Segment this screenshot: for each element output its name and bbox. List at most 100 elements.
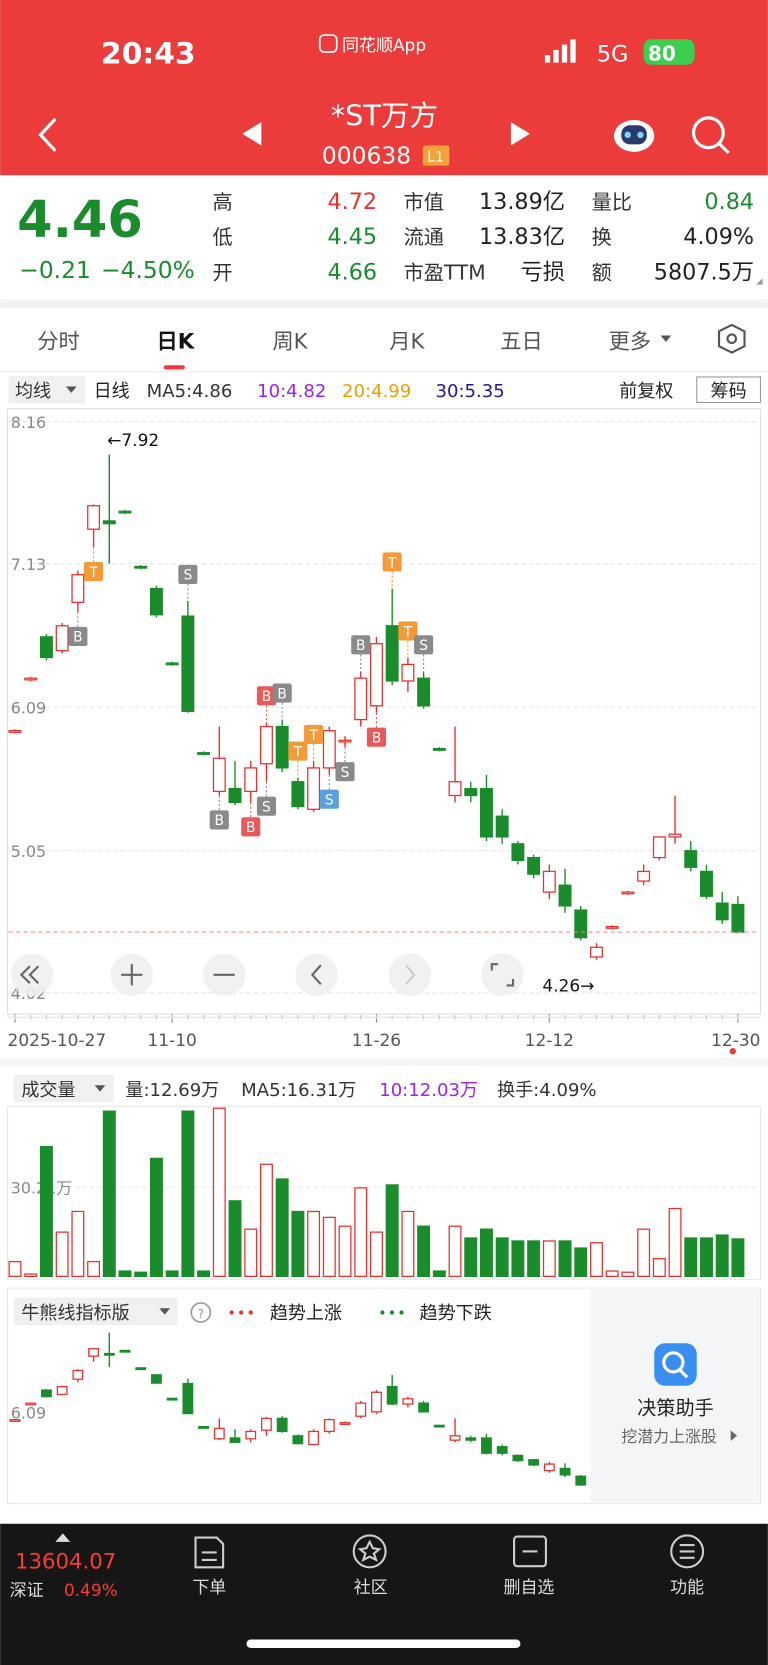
signal-label: S	[341, 765, 350, 781]
level-badge	[422, 145, 450, 166]
tool-right[interactable]	[388, 953, 432, 997]
y-tick-label: 7.13	[11, 555, 46, 574]
chips-button[interactable]	[696, 376, 761, 403]
signal-badge	[366, 727, 387, 747]
prev-stock[interactable]	[242, 122, 262, 146]
search-icon[interactable]	[691, 116, 730, 155]
tool-back-icon	[19, 965, 40, 985]
index-value[interactable]: 13604.07	[15, 1549, 116, 1574]
index-arrow	[55, 1533, 71, 1542]
signal-label: B	[246, 820, 255, 836]
candle-body	[495, 815, 509, 838]
volume-bar	[542, 1240, 556, 1277]
signal-label: B	[356, 638, 365, 654]
assistant-card[interactable]	[590, 1289, 760, 1503]
robot-icon[interactable]	[613, 119, 655, 152]
candle-body	[275, 725, 289, 769]
tab[interactable]: 更多	[609, 329, 651, 354]
signal-label: S	[325, 793, 334, 809]
mini-candle-body	[245, 1430, 257, 1440]
volume-bar	[605, 1270, 619, 1277]
signal-badge	[319, 789, 339, 809]
tool-left[interactable]	[295, 953, 338, 997]
mini-candle-body	[88, 1348, 99, 1357]
mini-candle-body	[261, 1417, 272, 1431]
mini-candle-body	[308, 1430, 320, 1446]
candle-body	[401, 663, 415, 682]
change: −0.21	[19, 256, 91, 284]
signal-badge	[84, 561, 104, 582]
mini-candle-body	[103, 1352, 115, 1356]
candle-body	[385, 625, 399, 682]
signal-badge	[414, 635, 434, 655]
assistant-icon	[654, 1343, 697, 1386]
nav-label[interactable]: 下单	[192, 1578, 226, 1598]
help-icon[interactable]	[190, 1302, 212, 1323]
tab[interactable]: 分时	[37, 329, 79, 354]
up-legend: 趋势上涨	[270, 1303, 342, 1324]
back-button[interactable]	[38, 117, 57, 152]
signal-icon	[544, 39, 576, 63]
tool-fullscreen[interactable]	[481, 953, 524, 997]
candle-body	[715, 902, 729, 921]
candle-body	[244, 767, 258, 793]
mini-candle-body	[198, 1426, 210, 1429]
mini-candle-body	[56, 1385, 68, 1396]
chart-frame	[7, 408, 761, 1015]
volume-bar	[259, 1163, 273, 1277]
tab[interactable]: 五日	[500, 329, 542, 354]
volume-bar	[495, 1237, 509, 1277]
nav-label[interactable]: 社区	[354, 1578, 388, 1598]
candle-body	[511, 843, 525, 862]
candle-body	[307, 767, 321, 810]
candle-body	[621, 891, 635, 895]
field-label: 低	[213, 225, 233, 249]
indicator-selector[interactable]	[13, 1297, 178, 1326]
tab[interactable]: 月K	[389, 329, 425, 354]
candle-body	[668, 833, 682, 838]
tab[interactable]: 日K	[157, 329, 196, 354]
adjust[interactable]: 前复权	[619, 381, 673, 402]
signal-badge	[209, 810, 229, 830]
field-label: 高	[213, 190, 233, 214]
nav-icon-menu-lines	[679, 1543, 695, 1559]
mini-candle-body	[182, 1382, 194, 1415]
index-change: 0.49%	[64, 1581, 118, 1601]
tool-right-icon	[404, 964, 416, 986]
volume-bar	[700, 1237, 713, 1277]
candle-body	[87, 505, 101, 530]
ma-value: MA5:4.86	[147, 381, 233, 402]
volume-bar	[322, 1216, 336, 1277]
settings-icon[interactable]	[717, 323, 746, 354]
tool-back[interactable]	[10, 953, 54, 997]
nav-label[interactable]: 功能	[670, 1578, 704, 1598]
volume-bar	[39, 1145, 53, 1277]
signal-label: B	[73, 630, 82, 646]
nav-icons	[194, 1534, 705, 1569]
volume-bar	[118, 1270, 132, 1277]
volume-bar	[87, 1260, 101, 1277]
volume-bar	[228, 1200, 242, 1277]
settings-icon-dot	[726, 333, 738, 345]
mini-candle-body	[9, 1419, 21, 1422]
signal-label: B	[372, 730, 381, 746]
signal-badge	[335, 762, 355, 782]
ma-value: 10:4.82	[257, 381, 326, 402]
next-stock[interactable]	[510, 122, 531, 146]
mini-candle-body	[41, 1389, 52, 1398]
candle-body	[322, 730, 336, 769]
volume-bar	[275, 1178, 289, 1277]
volume-bar	[354, 1187, 368, 1277]
signal-label: B	[215, 813, 224, 829]
volume-selector[interactable]	[13, 1074, 114, 1103]
field-value: 4.66	[327, 259, 377, 285]
assistant-icon-glyph	[678, 1368, 689, 1379]
mini-candle-body	[355, 1402, 367, 1417]
up-legend-marker	[229, 1310, 253, 1315]
signal-badge	[241, 817, 261, 837]
tab[interactable]: 周K	[272, 329, 308, 354]
mini-candle-body	[119, 1349, 131, 1353]
nav-label[interactable]: 删自选	[503, 1578, 554, 1598]
nav-icon-menu	[670, 1534, 705, 1569]
x-tick-label: 12-30	[711, 1031, 760, 1051]
